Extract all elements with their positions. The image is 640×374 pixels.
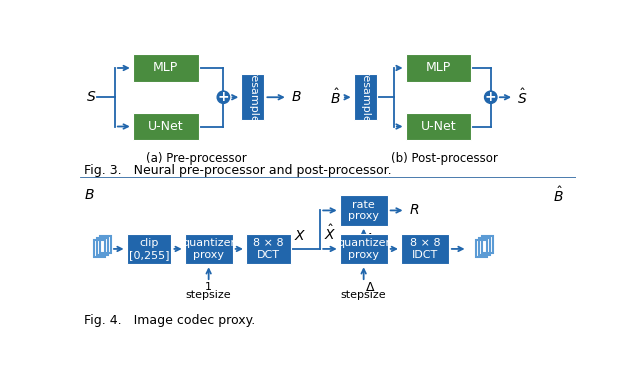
Circle shape: [484, 91, 497, 103]
FancyBboxPatch shape: [246, 233, 291, 264]
FancyBboxPatch shape: [340, 195, 388, 226]
Text: 8 × 8
DCT: 8 × 8 DCT: [253, 238, 284, 260]
Text: $X$: $X$: [294, 229, 307, 243]
Text: quantizer
proxy: quantizer proxy: [337, 238, 390, 260]
FancyBboxPatch shape: [406, 54, 472, 82]
Text: clip
[0,255]: clip [0,255]: [129, 238, 169, 260]
Bar: [94, 240, 105, 257]
Text: stepsize: stepsize: [341, 290, 387, 300]
Text: resample: resample: [360, 71, 370, 123]
Bar: [482, 236, 493, 253]
Bar: [479, 238, 490, 255]
Text: Fig. 4.   Image codec proxy.: Fig. 4. Image codec proxy.: [84, 314, 255, 327]
Text: $\hat{B}$: $\hat{B}$: [553, 186, 563, 205]
FancyBboxPatch shape: [406, 113, 472, 140]
Text: $R$: $R$: [408, 203, 419, 217]
Text: +: +: [485, 90, 497, 104]
Bar: [100, 236, 111, 253]
Circle shape: [217, 91, 230, 103]
Text: Fig. 3.   Neural pre-processor and post-processor.: Fig. 3. Neural pre-processor and post-pr…: [84, 164, 392, 177]
Text: rate
proxy: rate proxy: [348, 200, 379, 221]
Text: $B$: $B$: [84, 188, 95, 202]
Bar: [476, 240, 487, 257]
Text: U-Net: U-Net: [148, 120, 184, 133]
Text: Δ: Δ: [366, 232, 375, 245]
FancyBboxPatch shape: [353, 74, 377, 120]
Text: $B$: $B$: [291, 90, 301, 104]
Text: $S$: $S$: [86, 90, 97, 104]
Text: MLP: MLP: [153, 61, 179, 74]
FancyBboxPatch shape: [241, 74, 264, 120]
Text: 1: 1: [205, 282, 212, 292]
Text: (b) Post-processor: (b) Post-processor: [391, 152, 498, 165]
Text: MLP: MLP: [426, 61, 451, 74]
FancyBboxPatch shape: [401, 233, 449, 264]
Text: (a) Pre-processor: (a) Pre-processor: [146, 152, 246, 165]
Text: Δ: Δ: [366, 281, 375, 294]
FancyBboxPatch shape: [127, 233, 172, 264]
Text: resample: resample: [248, 71, 258, 123]
Text: $\hat{X}$: $\hat{X}$: [324, 224, 337, 243]
Text: 8 × 8
IDCT: 8 × 8 IDCT: [410, 238, 440, 260]
Text: $\hat{B}$: $\hat{B}$: [330, 88, 340, 107]
Text: +: +: [218, 90, 229, 104]
Text: stepsize: stepsize: [186, 290, 232, 300]
FancyBboxPatch shape: [184, 233, 233, 264]
FancyBboxPatch shape: [132, 54, 198, 82]
Bar: [97, 238, 108, 255]
Text: $\hat{S}$: $\hat{S}$: [517, 88, 527, 107]
FancyBboxPatch shape: [132, 113, 198, 140]
FancyBboxPatch shape: [340, 233, 388, 264]
Text: quantizer
proxy: quantizer proxy: [182, 238, 236, 260]
Text: U-Net: U-Net: [420, 120, 456, 133]
